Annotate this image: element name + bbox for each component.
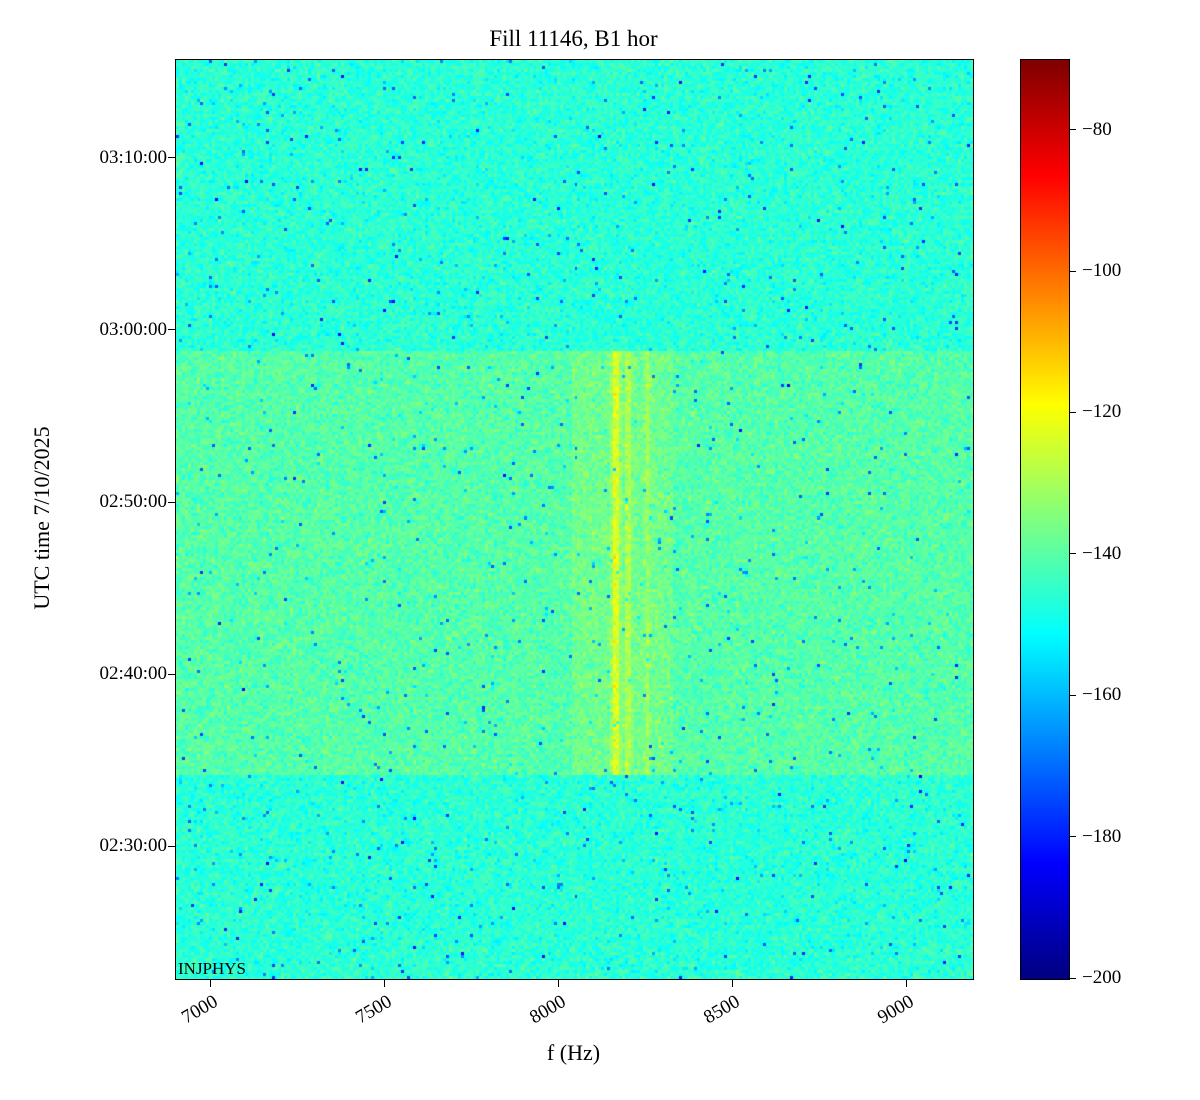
y-tick-mark xyxy=(168,501,175,503)
colorbar xyxy=(1020,59,1070,980)
colorbar-tick-mark xyxy=(1070,694,1076,696)
x-tick-mark xyxy=(210,980,212,987)
y-tick-mark xyxy=(168,157,175,159)
colorbar-tick-mark xyxy=(1070,129,1076,131)
colorbar-tick-label: −140 xyxy=(1082,542,1122,564)
x-tick-label: 7500 xyxy=(351,991,396,1029)
x-tick-label: 7000 xyxy=(177,991,222,1029)
colorbar-tick-label: −160 xyxy=(1082,684,1122,706)
y-axis-label: UTC time 7/10/2025 xyxy=(29,426,54,610)
x-tick-label: 8500 xyxy=(699,991,744,1029)
colorbar-tick-mark xyxy=(1070,270,1076,272)
colorbar-tick-mark xyxy=(1070,836,1076,838)
colorbar-tick-mark xyxy=(1070,411,1076,413)
y-tick-label: 02:30:00 xyxy=(99,835,167,857)
y-tick-label: 03:10:00 xyxy=(99,146,167,168)
x-axis-label: f (Hz) xyxy=(546,1040,601,1065)
colorbar-tick-mark xyxy=(1070,977,1076,979)
y-tick-mark xyxy=(168,329,175,331)
chart-title: Fill 11146, B1 hor xyxy=(489,26,658,51)
x-tick-mark xyxy=(558,980,560,987)
colorbar-tick-label: −200 xyxy=(1082,967,1122,988)
heatmap-canvas xyxy=(176,60,973,979)
y-tick-label: 03:00:00 xyxy=(99,318,167,340)
colorbar-tick-label: −80 xyxy=(1082,118,1112,140)
heatmap-plot-area: INJPHYS xyxy=(175,59,974,980)
colorbar-tick-label: −180 xyxy=(1082,825,1122,847)
x-tick-mark xyxy=(384,980,386,987)
y-tick-label: 02:40:00 xyxy=(99,663,167,685)
colorbar-canvas xyxy=(1021,60,1069,979)
colorbar-tick-label: −120 xyxy=(1082,401,1122,423)
x-tick-mark xyxy=(906,980,908,987)
x-tick-mark xyxy=(732,980,734,987)
colorbar-tick-label: −100 xyxy=(1082,260,1122,282)
colorbar-tick-mark xyxy=(1070,553,1076,555)
y-tick-label: 02:50:00 xyxy=(99,491,167,512)
y-tick-mark xyxy=(168,673,175,675)
y-tick-mark xyxy=(168,845,175,847)
beam-mode-annotation: INJPHYS xyxy=(178,959,247,979)
x-tick-label: 9000 xyxy=(873,991,918,1029)
x-tick-label: 8000 xyxy=(525,991,570,1029)
